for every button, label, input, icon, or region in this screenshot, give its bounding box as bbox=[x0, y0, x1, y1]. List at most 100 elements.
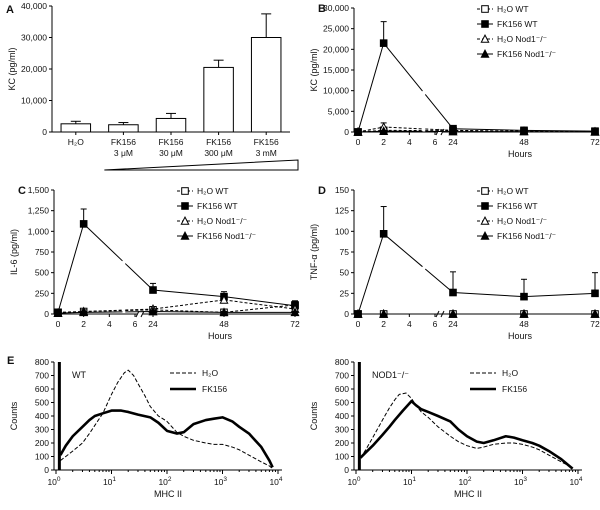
y-tick-label: 25 bbox=[340, 288, 350, 298]
bar bbox=[60, 123, 92, 133]
legend-marker bbox=[481, 5, 489, 13]
legend-label: FK156 WT bbox=[497, 201, 538, 211]
x-tick-label: 101 bbox=[103, 476, 116, 487]
legend-label: H₂O Nod1⁻/⁻ bbox=[197, 216, 248, 226]
y-tick-label: 100 bbox=[335, 452, 349, 462]
y-tick-label: 750 bbox=[35, 247, 49, 257]
x-tick-exponent: 3 bbox=[223, 476, 227, 483]
legend-label: FK156 Nod1⁻/⁻ bbox=[197, 231, 257, 241]
data-point bbox=[219, 294, 229, 304]
y-tick-label: 0 bbox=[42, 127, 47, 137]
spike-bar bbox=[57, 362, 61, 470]
series-3 bbox=[353, 309, 600, 318]
category-sublabel: 300 μM bbox=[204, 148, 233, 158]
data-point bbox=[590, 309, 600, 318]
y-tick-label: 700 bbox=[335, 371, 349, 381]
x-tick-base: 10 bbox=[569, 477, 579, 487]
x-tick-exponent: 1 bbox=[412, 476, 416, 483]
legend-label: H₂O Nod1⁻/⁻ bbox=[497, 216, 548, 226]
series-line bbox=[357, 126, 384, 133]
x-tick-label: 0 bbox=[56, 319, 61, 329]
y-tick-label: 100 bbox=[335, 226, 349, 236]
x-tick-label: 6 bbox=[133, 319, 138, 329]
series-line bbox=[383, 42, 423, 92]
category-sublabel: 3 mM bbox=[256, 148, 277, 158]
y-tick-label: 40,000 bbox=[21, 1, 47, 11]
legend-label: H₂O WT bbox=[497, 186, 529, 196]
x-tick-base: 10 bbox=[158, 477, 168, 487]
y-tick-label: 800 bbox=[335, 357, 349, 367]
category-label: FK156 bbox=[158, 137, 183, 147]
histogram-0 bbox=[359, 392, 573, 470]
data-point bbox=[219, 307, 229, 317]
y-tick-label: 0 bbox=[344, 465, 349, 475]
legend-marker bbox=[180, 231, 190, 240]
y-tick-label: 500 bbox=[335, 398, 349, 408]
category-sublabel: 3 μM bbox=[114, 148, 133, 158]
category-sublabel: 30 μM bbox=[159, 148, 183, 158]
series-line bbox=[357, 233, 385, 315]
y-tick-label: 15,000 bbox=[323, 65, 349, 75]
series-1 bbox=[354, 21, 599, 136]
data-point bbox=[520, 292, 528, 301]
series-line bbox=[83, 223, 123, 262]
y-tick-label: 800 bbox=[35, 357, 49, 367]
bar bbox=[250, 37, 282, 133]
y-axis-label: Counts bbox=[309, 401, 319, 430]
x-tick-label: 4 bbox=[407, 137, 412, 147]
y-tick-label: 300 bbox=[35, 425, 49, 435]
y-tick-label: 75 bbox=[340, 247, 350, 257]
x-tick-base: 10 bbox=[103, 477, 113, 487]
histogram-0 bbox=[60, 369, 273, 470]
data-point bbox=[353, 127, 363, 136]
x-axis-label: MHC II bbox=[454, 489, 482, 499]
series-line bbox=[357, 42, 385, 133]
legend-label: H₂O Nod1⁻/⁻ bbox=[497, 34, 548, 44]
legend-marker bbox=[480, 49, 490, 58]
data-point bbox=[379, 230, 388, 238]
series-line bbox=[83, 309, 123, 313]
y-tick-label: 500 bbox=[35, 268, 49, 278]
x-tick-label: 104 bbox=[569, 476, 582, 487]
x-tick-label: 24 bbox=[448, 137, 458, 147]
legend-marker bbox=[481, 202, 489, 210]
x-tick-label: 48 bbox=[519, 137, 529, 147]
x-tick-label: 72 bbox=[290, 319, 300, 329]
y-tick-label: 0 bbox=[44, 465, 49, 475]
spike-bar bbox=[357, 362, 361, 470]
data-point bbox=[148, 306, 158, 316]
legend-label: FK156 Nod1⁻/⁻ bbox=[497, 231, 557, 241]
histogram-1 bbox=[359, 399, 574, 470]
x-tick-label: 0 bbox=[356, 137, 361, 147]
category-label: H₂O bbox=[68, 137, 84, 147]
data-point bbox=[379, 126, 389, 135]
x-tick-label: 24 bbox=[148, 319, 158, 329]
legend-label: FK156 bbox=[202, 384, 227, 394]
panel-label: C bbox=[18, 185, 26, 197]
x-tick-label: 103 bbox=[514, 476, 527, 487]
category-label: FK156 bbox=[111, 137, 136, 147]
x-tick-label: 100 bbox=[47, 476, 60, 487]
x-tick-base: 10 bbox=[514, 477, 524, 487]
legend-marker bbox=[480, 231, 490, 240]
y-tick-label: 30,000 bbox=[21, 33, 47, 43]
category-label: FK156 bbox=[254, 137, 279, 147]
series-line bbox=[425, 130, 596, 133]
legend-label: H₂O bbox=[502, 368, 518, 378]
x-axis-label: MHC II bbox=[154, 489, 182, 499]
y-tick-label: 600 bbox=[35, 384, 49, 394]
y-tick-label: 150 bbox=[335, 185, 349, 195]
y-axis-label: Counts bbox=[9, 401, 19, 430]
x-tick-exponent: 4 bbox=[579, 476, 583, 483]
y-axis-label: KC (pg/ml) bbox=[309, 48, 319, 91]
bar bbox=[203, 66, 234, 133]
x-tick-label: 4 bbox=[407, 319, 412, 329]
x-tick-label: 102 bbox=[158, 476, 171, 487]
x-axis-label: Hours bbox=[208, 331, 233, 341]
x-tick-label: 6 bbox=[433, 319, 438, 329]
legend-label: FK156 bbox=[502, 384, 527, 394]
y-tick-label: 200 bbox=[335, 438, 349, 448]
data-point bbox=[353, 309, 363, 318]
x-tick-label: 48 bbox=[519, 319, 529, 329]
